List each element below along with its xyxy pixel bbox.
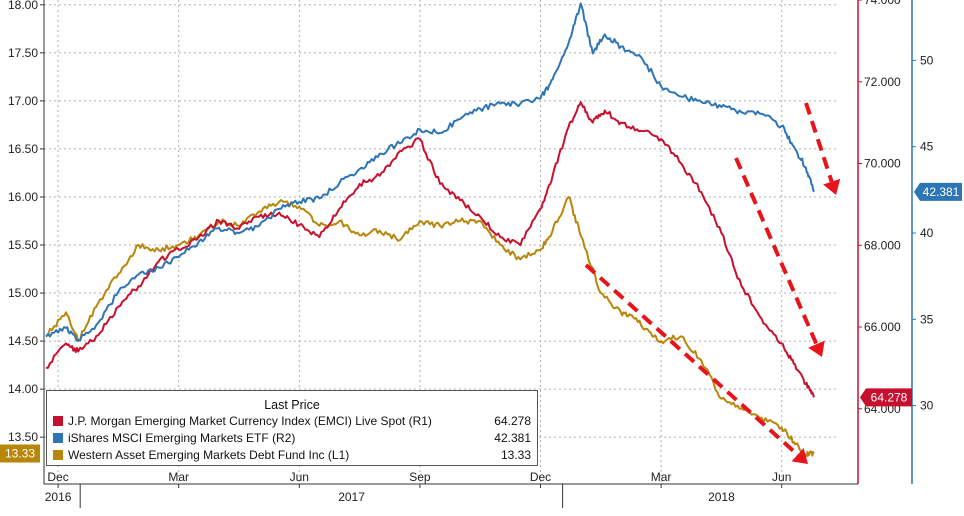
right-axis-1-tick-label: 72.000 bbox=[864, 75, 901, 89]
trend-arrow-shaft bbox=[734, 157, 819, 345]
badge-emd-shape bbox=[0, 444, 40, 463]
legend-axis: (R2) bbox=[272, 431, 296, 445]
right-axis-2-tick-label: 35 bbox=[920, 312, 934, 326]
series-lines bbox=[45, 2, 815, 458]
badge-emci-text: 64.278 bbox=[871, 390, 908, 404]
trend-arrow-head bbox=[808, 340, 825, 357]
badge-emd: 13.33 bbox=[0, 444, 40, 463]
legend: Last Price J.P. Morgan Emerging Market C… bbox=[46, 390, 538, 466]
legend-title: Last Price bbox=[264, 398, 320, 412]
series-j-p-morgan-emerging-market-currency-index-emci-live-spot bbox=[45, 101, 815, 398]
legend-axis: (L1) bbox=[327, 448, 350, 462]
left-axis-tick-label: 16.50 bbox=[8, 142, 38, 156]
right-axis-2-tick-label: 40 bbox=[920, 226, 934, 240]
x-axis-year-label: 2017 bbox=[338, 490, 365, 504]
badge-eem-text: 42.381 bbox=[923, 185, 960, 199]
badge-eem: 42.381 bbox=[914, 182, 962, 201]
legend-swatch bbox=[53, 450, 63, 460]
left-axis-tick-label: 13.50 bbox=[8, 430, 38, 444]
legend-value: 64.278 bbox=[494, 414, 531, 428]
left-axis-tick-label: 14.50 bbox=[8, 334, 38, 348]
x-axis-year-label: 2016 bbox=[45, 490, 72, 504]
trend-arrow-shaft bbox=[584, 263, 799, 457]
badge-eem-shape bbox=[914, 182, 962, 201]
badge-emci-shape bbox=[860, 388, 912, 407]
legend-label: iShares MSCI Emerging Markets ETF bbox=[68, 431, 269, 445]
right-axis-1-tick-label: 74.000 bbox=[864, 0, 901, 7]
trend-arrows bbox=[584, 102, 841, 464]
badge-emci: 64.278 bbox=[860, 388, 912, 407]
left-axis-tick-label: 18.00 bbox=[8, 0, 38, 12]
legend-value: 13.33 bbox=[500, 448, 531, 462]
x-axis-month-label: Sep bbox=[409, 470, 431, 484]
x-axis-year-label: 2018 bbox=[708, 490, 735, 504]
right-axis-2-tick-label: 30 bbox=[920, 399, 934, 413]
right-axis-2-tick-label: 45 bbox=[920, 140, 934, 154]
legend-label: J.P. Morgan Emerging Market Currency Ind… bbox=[68, 414, 406, 428]
badge-emd-text: 13.33 bbox=[5, 447, 35, 461]
x-axis: Dec Mar Jun Sep Dec Mar Jun 2016 2017 2018 bbox=[44, 470, 858, 508]
x-axis-month-label: Mar bbox=[168, 470, 189, 484]
legend-entry-eem: iShares MSCI Emerging Markets ETF (R2) 4… bbox=[53, 430, 531, 446]
legend-swatch bbox=[53, 433, 63, 443]
x-axis-month-label: Jun bbox=[772, 470, 791, 484]
legend-swatch bbox=[53, 416, 63, 426]
x-axis-month-label: Dec bbox=[530, 470, 551, 484]
x-axis-month-label: Mar bbox=[651, 470, 672, 484]
legend-axis: (R1) bbox=[408, 414, 432, 428]
left-axis: 13.50 14.00 14.50 15.00 15.50 16.00 16.50 17.00… bbox=[8, 0, 45, 484]
series-ishares-msci-emerging-markets-etf bbox=[45, 2, 815, 342]
x-axis-month-label: Jun bbox=[290, 470, 309, 484]
left-axis-tick-label: 15.00 bbox=[8, 286, 38, 300]
series-western-asset-emerging-markets-debt-fund-inc bbox=[45, 196, 815, 458]
left-axis-tick-label: 17.50 bbox=[8, 46, 38, 60]
left-axis-tick-label: 15.50 bbox=[8, 238, 38, 252]
legend-label: Western Asset Emerging Markets Debt Fund… bbox=[68, 448, 325, 462]
right-axis-1-tick-label: 66.000 bbox=[864, 320, 901, 334]
trend-arrow-shaft bbox=[804, 102, 834, 183]
legend-entry-emci: J.P. Morgan Emerging Market Currency Ind… bbox=[53, 413, 531, 429]
trend-arrow-head bbox=[823, 178, 841, 195]
legend-entry-emd: Western Asset Emerging Markets Debt Fund… bbox=[53, 447, 531, 463]
right-axis-1-tick-label: 70.000 bbox=[864, 157, 901, 171]
x-axis-month-label: Dec bbox=[47, 470, 68, 484]
left-axis-tick-label: 17.00 bbox=[8, 94, 38, 108]
right-axis-2: 30 35 40 45 50 bbox=[911, 0, 934, 484]
trend-arrow-head bbox=[791, 447, 808, 464]
legend-value: 42.381 bbox=[494, 431, 531, 445]
left-axis-tick-label: 16.00 bbox=[8, 190, 38, 204]
last-value-badges: 64.278 42.381 13.33 bbox=[0, 182, 962, 463]
right-axis-1-tick-label: 68.000 bbox=[864, 238, 901, 252]
right-axis-2-tick-label: 50 bbox=[920, 53, 934, 67]
left-axis-tick-label: 14.00 bbox=[8, 382, 38, 396]
gridlines bbox=[44, 0, 836, 484]
